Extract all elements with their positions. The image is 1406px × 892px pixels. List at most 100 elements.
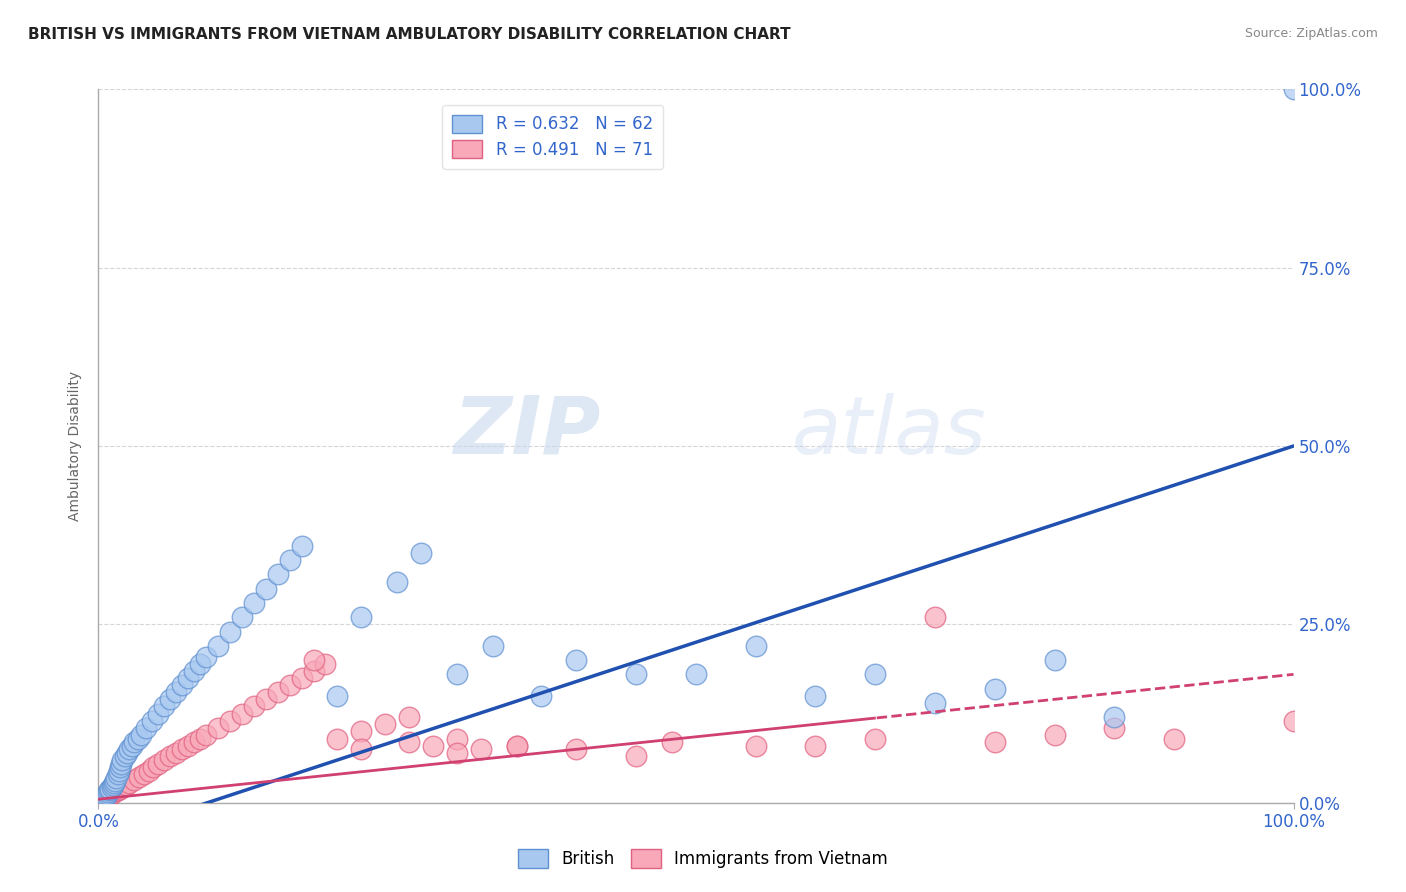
- Point: [148, 756, 170, 771]
- Point: [97, 785, 120, 799]
- Point: [114, 749, 136, 764]
- Point: [470, 742, 492, 756]
- Point: [128, 770, 150, 784]
- Point: [207, 639, 229, 653]
- Point: [141, 714, 163, 728]
- Point: [243, 699, 266, 714]
- Point: [1043, 653, 1066, 667]
- Point: [804, 739, 827, 753]
- Point: [159, 749, 181, 764]
- Point: [231, 610, 253, 624]
- Point: [165, 746, 187, 760]
- Point: [565, 653, 588, 667]
- Point: [104, 784, 127, 798]
- Point: [231, 706, 253, 721]
- Point: [506, 739, 529, 753]
- Legend: British, Immigrants from Vietnam: British, Immigrants from Vietnam: [512, 843, 894, 875]
- Point: [350, 742, 373, 756]
- Point: [565, 742, 588, 756]
- Point: [172, 678, 194, 692]
- Point: [108, 760, 131, 774]
- Point: [100, 780, 122, 794]
- Point: [278, 553, 301, 567]
- Point: [446, 746, 468, 760]
- Point: [108, 781, 131, 796]
- Point: [924, 696, 946, 710]
- Point: [107, 783, 129, 797]
- Point: [243, 596, 266, 610]
- Point: [91, 792, 114, 806]
- Point: [105, 771, 128, 785]
- Text: Source: ZipAtlas.com: Source: ZipAtlas.com: [1244, 27, 1378, 40]
- Point: [110, 756, 132, 771]
- Point: [984, 681, 1007, 696]
- Point: [93, 790, 115, 805]
- Point: [153, 753, 176, 767]
- Point: [398, 735, 420, 749]
- Point: [411, 546, 433, 560]
- Point: [98, 781, 122, 796]
- Point: [1163, 731, 1185, 746]
- Point: [374, 717, 396, 731]
- Point: [446, 667, 468, 681]
- Point: [984, 735, 1007, 749]
- Point: [302, 653, 325, 667]
- Point: [159, 692, 181, 706]
- Point: [626, 667, 648, 681]
- Point: [315, 657, 337, 671]
- Point: [685, 667, 707, 681]
- Point: [172, 742, 194, 756]
- Point: [326, 689, 349, 703]
- Point: [924, 610, 946, 624]
- Point: [91, 793, 114, 807]
- Point: [115, 778, 138, 792]
- Point: [111, 753, 134, 767]
- Point: [1102, 721, 1125, 735]
- Point: [481, 639, 505, 653]
- Point: [93, 791, 115, 805]
- Point: [142, 760, 165, 774]
- Point: [101, 786, 124, 800]
- Point: [804, 689, 827, 703]
- Point: [94, 789, 117, 803]
- Point: [506, 739, 529, 753]
- Point: [96, 787, 118, 801]
- Point: [131, 728, 153, 742]
- Text: BRITISH VS IMMIGRANTS FROM VIETNAM AMBULATORY DISABILITY CORRELATION CHART: BRITISH VS IMMIGRANTS FROM VIETNAM AMBUL…: [28, 27, 790, 42]
- Point: [101, 778, 124, 792]
- Point: [98, 789, 121, 803]
- Point: [863, 667, 887, 681]
- Point: [422, 739, 444, 753]
- Point: [124, 772, 146, 787]
- Point: [127, 731, 149, 746]
- Point: [188, 731, 211, 746]
- Point: [111, 780, 134, 794]
- Point: [267, 567, 290, 582]
- Point: [1282, 82, 1305, 96]
- Point: [626, 749, 648, 764]
- Point: [153, 699, 176, 714]
- Point: [446, 731, 468, 746]
- Point: [661, 735, 683, 749]
- Point: [107, 764, 129, 778]
- Text: atlas: atlas: [792, 392, 987, 471]
- Point: [115, 746, 138, 760]
- Point: [148, 706, 170, 721]
- Point: [290, 671, 312, 685]
- Point: [98, 787, 122, 801]
- Point: [290, 539, 312, 553]
- Point: [165, 685, 187, 699]
- Y-axis label: Ambulatory Disability: Ambulatory Disability: [69, 371, 83, 521]
- Point: [1282, 714, 1305, 728]
- Point: [194, 728, 218, 742]
- Point: [219, 624, 242, 639]
- Point: [177, 671, 200, 685]
- Point: [121, 739, 143, 753]
- Point: [118, 776, 141, 790]
- Point: [350, 724, 373, 739]
- Point: [132, 767, 155, 781]
- Point: [302, 664, 325, 678]
- Point: [254, 692, 277, 706]
- Point: [135, 721, 157, 735]
- Point: [183, 735, 205, 749]
